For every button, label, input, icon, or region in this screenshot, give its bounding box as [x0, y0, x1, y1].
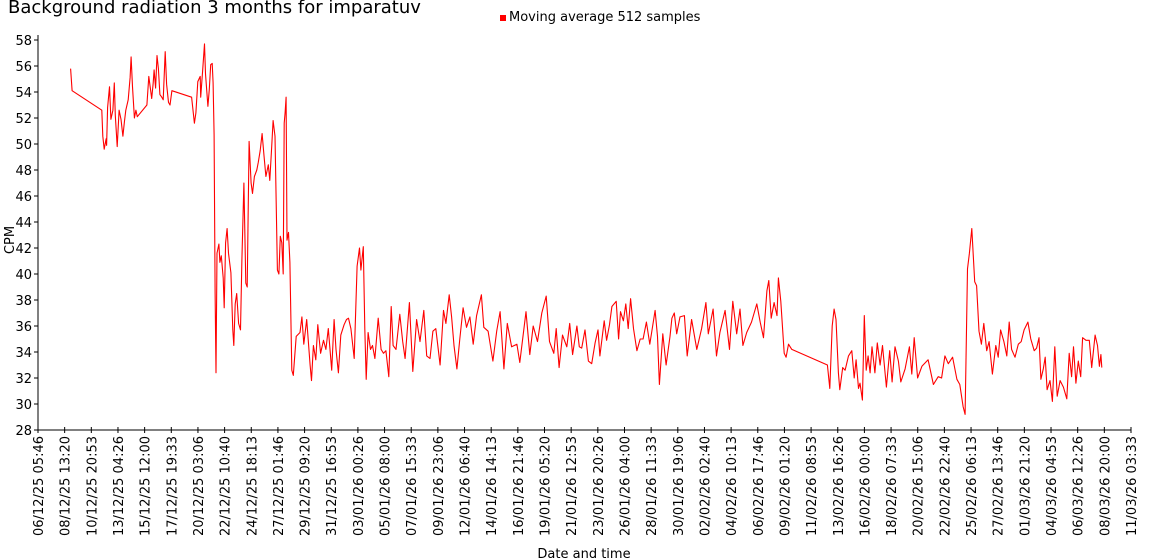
x-tick-label: 21/01/26 12:53 — [565, 436, 580, 536]
x-tick-label: 06/03/26 12:26 — [1072, 436, 1087, 536]
x-tick-label: 22/12/25 10:40 — [219, 436, 234, 536]
y-tick-label: 52 — [15, 112, 32, 127]
x-tick-label: 09/02/26 01:20 — [778, 436, 793, 536]
y-axis-label: CPM — [3, 226, 18, 254]
axes: 28 30 32 34 36 38 40 42 44 46 48 50 52 54 56 58 06/12/25… — [15, 34, 1140, 536]
x-tick-label: 08/03/26 20:00 — [1098, 436, 1113, 536]
y-tick-label: 36 — [15, 320, 32, 335]
legend-swatch-moving-average — [500, 14, 506, 21]
legend: Moving average 512 samples — [500, 10, 700, 25]
x-tick-label: 04/03/26 04:53 — [1045, 436, 1060, 536]
x-tick-label: 12/01/26 06:40 — [459, 436, 474, 536]
x-tick-label: 02/02/26 02:40 — [698, 436, 713, 536]
y-tick-label: 46 — [15, 190, 32, 205]
x-tick-label: 11/02/26 08:53 — [805, 436, 820, 536]
x-tick-label: 13/12/25 04:26 — [112, 436, 127, 536]
y-tick-label: 34 — [15, 346, 32, 361]
x-tick-label: 23/01/26 20:26 — [592, 436, 607, 536]
y-tick-label: 30 — [15, 398, 32, 413]
x-tick-label: 17/12/25 19:33 — [165, 436, 180, 536]
x-tick-label: 16/02/26 00:00 — [858, 436, 873, 536]
x-axis-label: Date and time — [537, 547, 630, 560]
x-tick-label: 11/03/26 03:33 — [1125, 436, 1140, 536]
x-tick-label: 06/12/25 05:46 — [32, 436, 47, 536]
x-tick-label: 15/12/25 12:00 — [139, 436, 154, 536]
x-tick-label: 19/01/26 05:20 — [539, 436, 554, 536]
series-group — [70, 43, 1103, 415]
x-tick-label: 22/02/26 22:40 — [938, 436, 953, 536]
x-tick-label: 13/02/26 16:26 — [832, 436, 847, 536]
y-tick-label: 40 — [15, 268, 32, 283]
y-tick-label: 32 — [15, 372, 32, 387]
x-tick-label: 06/02/26 17:46 — [752, 436, 767, 536]
x-tick-label: 10/12/25 20:53 — [85, 436, 100, 536]
x-tick-label: 27/02/26 13:46 — [992, 436, 1007, 536]
x-tick-label: 04/02/26 10:13 — [725, 436, 740, 536]
x-tick-label: 01/03/26 21:20 — [1018, 436, 1033, 536]
x-tick-label: 29/12/25 09:20 — [299, 436, 314, 536]
x-tick-label: 18/02/26 07:33 — [885, 436, 900, 536]
x-tick-label: 20/02/26 15:06 — [912, 436, 927, 536]
x-tick-label: 27/12/25 01:46 — [272, 436, 287, 536]
chart-title: Background radiation 3 months for impara… — [8, 0, 421, 18]
y-tick-label: 44 — [15, 216, 32, 231]
y-tick-label: 50 — [15, 138, 32, 153]
y-tick-label: 54 — [15, 86, 32, 101]
x-tick-label: 07/01/26 15:33 — [405, 436, 420, 536]
x-tick-label: 31/12/25 16:53 — [325, 436, 340, 536]
y-tick-label: 48 — [15, 164, 32, 179]
y-tick-label: 28 — [15, 424, 32, 439]
x-tick-label: 20/12/25 03:06 — [192, 436, 207, 536]
x-tick-label: 24/12/25 18:13 — [245, 436, 260, 536]
x-tick-label: 26/01/26 04:00 — [618, 436, 633, 536]
y-tick-label: 56 — [15, 60, 32, 75]
y-tick-label: 42 — [15, 242, 32, 257]
series-line-moving-average — [70, 43, 1103, 415]
x-tick-label: 08/12/25 13:20 — [59, 436, 74, 536]
x-tick-label: 25/02/26 06:13 — [965, 436, 980, 536]
x-tick-label: 30/01/26 19:06 — [672, 436, 687, 536]
y-tick-label: 58 — [15, 34, 32, 49]
x-tick-label: 05/01/26 08:00 — [379, 436, 394, 536]
y-tick-label: 38 — [15, 294, 32, 309]
legend-label-moving-average: Moving average 512 samples — [509, 10, 701, 25]
x-tick-label: 16/01/26 21:46 — [512, 436, 527, 536]
x-tick-label: 09/01/26 23:06 — [432, 436, 447, 536]
x-tick-label: 28/01/26 11:33 — [645, 436, 660, 536]
x-tick-label: 03/01/26 00:26 — [352, 436, 367, 536]
x-tick-label: 14/01/26 14:13 — [485, 436, 500, 536]
